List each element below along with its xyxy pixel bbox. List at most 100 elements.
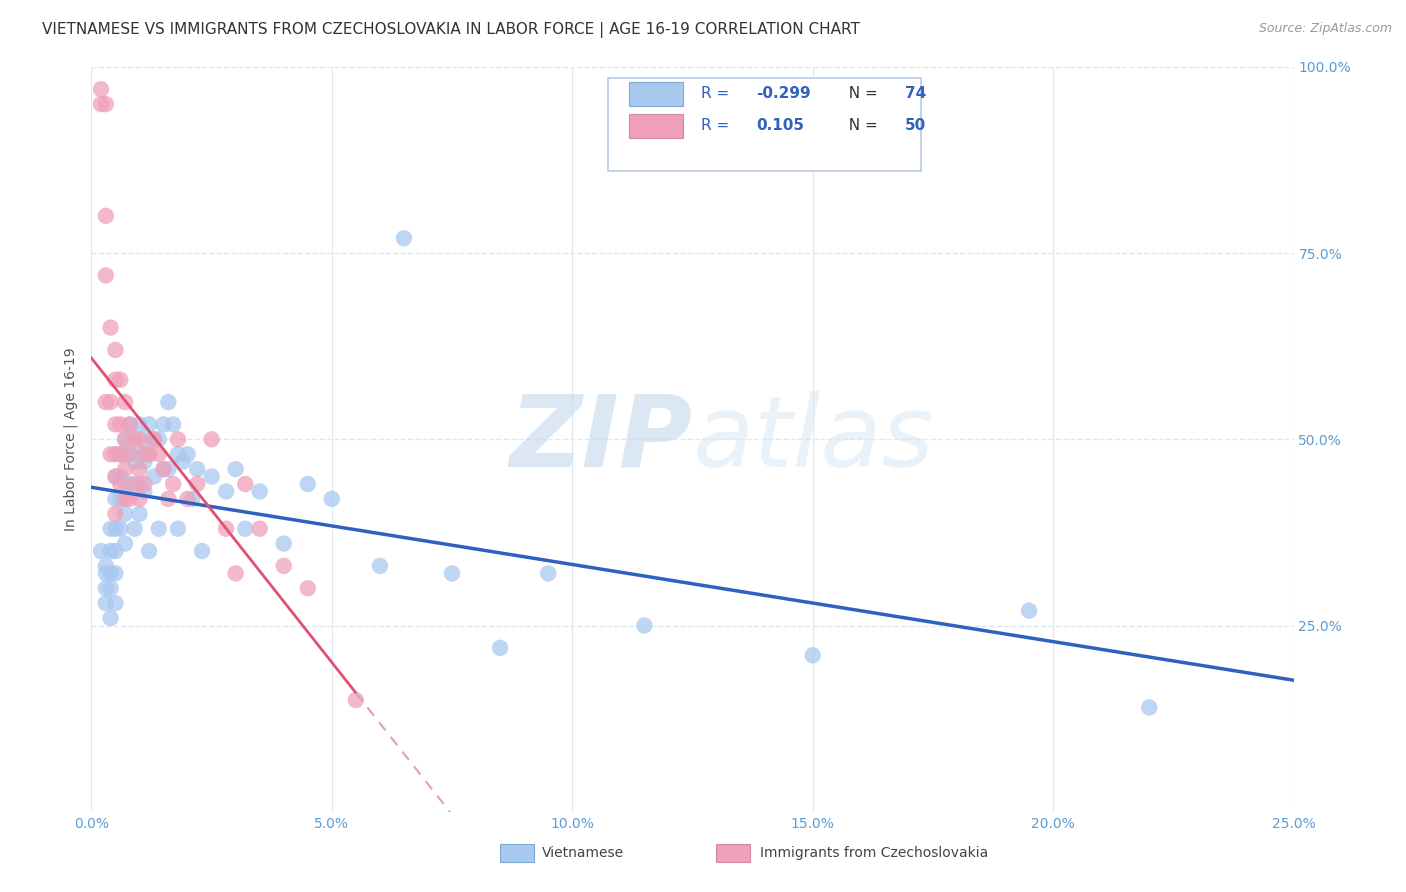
Point bbox=[176, 491, 198, 506]
Point bbox=[100, 395, 122, 409]
Point bbox=[110, 469, 132, 483]
Text: N =: N = bbox=[839, 87, 883, 101]
Text: Immigrants from Czechoslovakia: Immigrants from Czechoslovakia bbox=[759, 847, 988, 861]
Point bbox=[142, 433, 165, 447]
Text: ZIP: ZIP bbox=[509, 391, 692, 488]
Point bbox=[157, 462, 180, 476]
Point bbox=[100, 611, 122, 625]
Point bbox=[368, 558, 391, 573]
Point bbox=[110, 447, 132, 461]
Point bbox=[94, 566, 117, 581]
Point bbox=[114, 433, 136, 447]
Text: N =: N = bbox=[839, 119, 883, 133]
Point bbox=[148, 433, 170, 447]
Point bbox=[114, 462, 136, 476]
Point bbox=[392, 231, 415, 245]
Point bbox=[114, 447, 136, 461]
Point bbox=[489, 640, 512, 655]
Point bbox=[201, 433, 224, 447]
Point bbox=[118, 491, 141, 506]
Point bbox=[104, 417, 127, 432]
Point bbox=[104, 469, 127, 483]
Text: -0.299: -0.299 bbox=[756, 87, 811, 101]
Point bbox=[128, 477, 150, 491]
Point bbox=[118, 447, 141, 461]
Point bbox=[273, 536, 295, 550]
Point bbox=[134, 447, 156, 461]
Point bbox=[110, 522, 132, 536]
Point bbox=[94, 268, 117, 283]
Point bbox=[273, 558, 295, 573]
Text: R =: R = bbox=[700, 119, 734, 133]
Point bbox=[114, 536, 136, 550]
Point bbox=[225, 462, 247, 476]
Point bbox=[128, 447, 150, 461]
Text: VIETNAMESE VS IMMIGRANTS FROM CZECHOSLOVAKIA IN LABOR FORCE | AGE 16-19 CORRELAT: VIETNAMESE VS IMMIGRANTS FROM CZECHOSLOV… bbox=[42, 22, 860, 38]
Point bbox=[118, 447, 141, 461]
Point bbox=[1018, 604, 1040, 618]
Point bbox=[124, 477, 146, 491]
Point bbox=[191, 544, 214, 558]
Point bbox=[110, 447, 132, 461]
Point bbox=[104, 343, 127, 357]
Point bbox=[94, 209, 117, 223]
Point bbox=[537, 566, 560, 581]
Point bbox=[176, 447, 198, 461]
Point bbox=[134, 484, 156, 499]
Point bbox=[114, 395, 136, 409]
Point bbox=[138, 447, 160, 461]
Point bbox=[124, 522, 146, 536]
Point bbox=[104, 491, 127, 506]
Point bbox=[104, 373, 127, 387]
Point bbox=[297, 582, 319, 596]
Point bbox=[134, 455, 156, 469]
Point bbox=[110, 417, 132, 432]
Point bbox=[142, 433, 165, 447]
Text: Source: ZipAtlas.com: Source: ZipAtlas.com bbox=[1258, 22, 1392, 36]
Point bbox=[110, 477, 132, 491]
Point bbox=[134, 477, 156, 491]
Point bbox=[104, 566, 127, 581]
Point bbox=[124, 433, 146, 447]
Point bbox=[100, 582, 122, 596]
Point bbox=[172, 455, 194, 469]
Point bbox=[94, 97, 117, 112]
Point bbox=[90, 97, 112, 112]
Point bbox=[201, 469, 224, 483]
Point bbox=[157, 395, 180, 409]
Point bbox=[138, 544, 160, 558]
Point bbox=[90, 82, 112, 96]
Point bbox=[157, 491, 180, 506]
Point bbox=[344, 693, 367, 707]
Point bbox=[128, 491, 150, 506]
Point bbox=[167, 433, 190, 447]
Point bbox=[110, 491, 132, 506]
Point bbox=[134, 433, 156, 447]
Point bbox=[249, 522, 271, 536]
Text: Vietnamese: Vietnamese bbox=[543, 847, 624, 861]
FancyBboxPatch shape bbox=[717, 844, 751, 863]
Point bbox=[249, 484, 271, 499]
Point bbox=[100, 522, 122, 536]
Point bbox=[124, 455, 146, 469]
Text: 74: 74 bbox=[905, 87, 927, 101]
Text: atlas: atlas bbox=[692, 391, 934, 488]
Point bbox=[152, 462, 174, 476]
Point bbox=[142, 469, 165, 483]
Point bbox=[148, 522, 170, 536]
Point bbox=[633, 618, 655, 632]
Point bbox=[104, 507, 127, 521]
Point bbox=[440, 566, 463, 581]
Point bbox=[94, 558, 117, 573]
Text: 50: 50 bbox=[905, 119, 927, 133]
Point bbox=[152, 462, 174, 476]
Point bbox=[118, 417, 141, 432]
Point bbox=[162, 417, 184, 432]
Point bbox=[148, 447, 170, 461]
Point bbox=[104, 596, 127, 610]
Text: 0.105: 0.105 bbox=[756, 119, 804, 133]
Point bbox=[225, 566, 247, 581]
Point bbox=[100, 566, 122, 581]
Point bbox=[167, 522, 190, 536]
Point bbox=[104, 544, 127, 558]
